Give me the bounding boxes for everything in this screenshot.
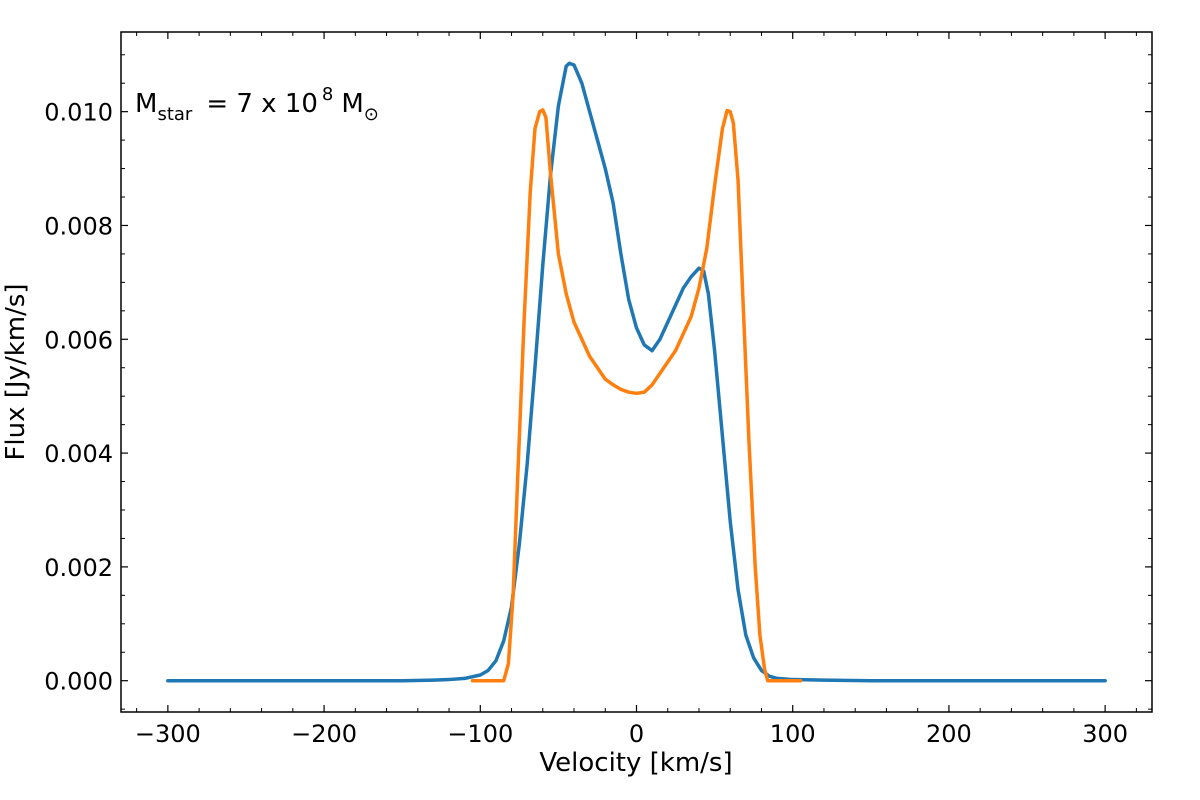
y-tick-label: 0.006 xyxy=(44,326,113,354)
ticks-layer: −300 −200 −100 0 100 200 300 0.000 0.002 0.004 0.0… xyxy=(44,32,1152,748)
annotation-unit: M xyxy=(341,89,363,119)
y-tick-label: 0.002 xyxy=(44,554,113,582)
mass-annotation: Mstar = 7 x 10 8 M⊙ xyxy=(135,84,379,125)
y-tick-label: 0.000 xyxy=(44,668,113,696)
x-tick-label: −100 xyxy=(447,720,513,748)
x-tick-label: 300 xyxy=(1082,720,1128,748)
x-tick-label: −200 xyxy=(291,720,357,748)
annotation-subscript: star xyxy=(157,104,192,125)
y-axis-label: Flux [Jy/km/s] xyxy=(1,283,31,460)
series-layer xyxy=(166,61,1107,683)
x-axis-label: Velocity [km/s] xyxy=(539,748,732,778)
plot-frame xyxy=(120,31,1153,713)
series-line-model-orange xyxy=(470,108,803,683)
annotation-equals: = 7 x 10 xyxy=(206,89,318,119)
annotation-unit-symbol: ⊙ xyxy=(364,104,379,125)
x-tick-label: 100 xyxy=(770,720,816,748)
x-tick-label: 0 xyxy=(629,720,644,748)
annotation-main: M xyxy=(135,89,157,119)
y-tick-label: 0.010 xyxy=(44,99,113,127)
annotation-superscript: 8 xyxy=(322,84,333,105)
x-tick-label: −300 xyxy=(135,720,201,748)
series-line-model-blue xyxy=(166,61,1107,683)
y-tick-label: 0.004 xyxy=(44,440,113,468)
x-tick-label: 200 xyxy=(926,720,972,748)
y-tick-label: 0.008 xyxy=(44,212,113,240)
